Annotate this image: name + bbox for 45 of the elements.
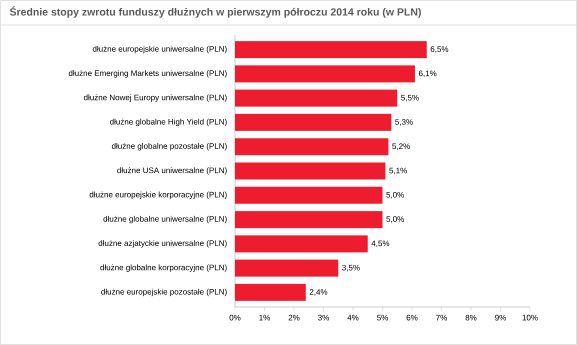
- y-tick-label: dłużne europejskie uniwersalne (PLN): [92, 46, 227, 54]
- bar: [235, 90, 398, 107]
- bar: [235, 162, 386, 180]
- y-tick-label: dłużne globalne pozostałe (PLN): [112, 142, 227, 150]
- x-tick-label: 3%: [318, 314, 329, 320]
- x-tick-label: 7%: [436, 314, 447, 320]
- bar: [235, 65, 415, 82]
- data-label: 6,1%: [418, 70, 436, 78]
- y-tick-label: dłużne Emerging Markets uniwersalne (PLN): [68, 70, 227, 78]
- bar: [235, 186, 383, 204]
- x-tick-label: 5%: [377, 314, 388, 320]
- x-tick-label: 0%: [230, 314, 240, 320]
- y-tick-label: dłużne USA uniwersalne (PLN): [117, 167, 227, 175]
- bar: [235, 138, 388, 156]
- data-label: 5,2%: [392, 143, 410, 150]
- y-tick-label: dłużne azjatyckie uniwersalne (PLN): [98, 240, 227, 248]
- data-label: 5,0%: [386, 192, 404, 199]
- data-label: 4,5%: [371, 240, 390, 248]
- data-label: 5,5%: [401, 94, 419, 102]
- y-tick-label: dłużne globalne korporacyjne (PLN): [100, 264, 227, 272]
- data-label: 6,5%: [430, 46, 448, 53]
- y-tick-label: dłużne globalne uniwersalne (PLN): [103, 216, 227, 224]
- bar: [235, 211, 383, 228]
- bar: [235, 114, 392, 131]
- bar: [235, 260, 338, 277]
- y-tick-label: dłużne Nowej Europy uniwersalne (PLN): [84, 94, 227, 102]
- x-tick-label: 10%: [522, 314, 538, 320]
- x-tick-label: 9%: [495, 314, 506, 320]
- chart-title: Średnie stopy zwrotu funduszy dłużnych w pierwszym półroczu 2014 roku (w PLN): [10, 6, 421, 18]
- y-tick-label: dłużne europejskie korporacyjne (PLN): [90, 192, 227, 200]
- data-label: 3,5%: [342, 264, 360, 272]
- data-label: 5,0%: [386, 216, 404, 223]
- y-tick-label: dłużne europejskie pozostałe (PLN): [101, 288, 227, 296]
- x-tick-label: 1%: [259, 314, 270, 320]
- y-tick-label: dłużne globalne High Yield (PLN): [110, 118, 227, 126]
- x-tick-label: 2%: [288, 314, 300, 320]
- x-tick-label: 6%: [406, 314, 418, 320]
- x-tick-label: 4%: [347, 314, 358, 320]
- data-label: 5,1%: [389, 168, 407, 174]
- data-label: 2,4%: [310, 289, 328, 296]
- bar: [235, 235, 368, 252]
- x-tick-label: 8%: [466, 314, 476, 320]
- data-label: 5,3%: [395, 119, 413, 126]
- bar: [235, 41, 427, 58]
- bar: [235, 284, 306, 301]
